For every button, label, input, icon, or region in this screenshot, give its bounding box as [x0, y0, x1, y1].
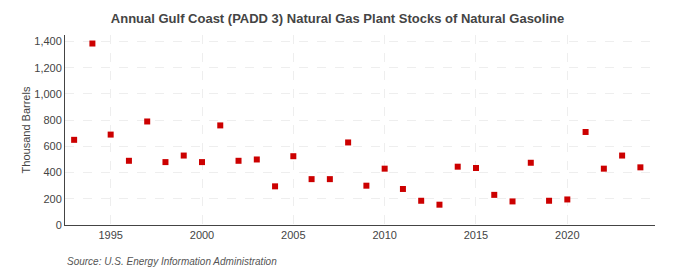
svg-text:Thousand Barrels: Thousand Barrels — [20, 86, 32, 173]
svg-text:1,200: 1,200 — [34, 62, 62, 74]
svg-text:1,400: 1,400 — [34, 35, 62, 47]
svg-text:0: 0 — [56, 219, 62, 231]
svg-text:Source: U.S. Energy Informatio: Source: U.S. Energy Information Administ… — [67, 256, 277, 267]
svg-text:2020: 2020 — [555, 229, 579, 241]
svg-text:Annual Gulf Coast (PADD 3) Nat: Annual Gulf Coast (PADD 3) Natural Gas P… — [111, 11, 564, 26]
svg-text:1,000: 1,000 — [34, 88, 62, 100]
svg-text:2005: 2005 — [281, 229, 305, 241]
svg-text:800: 800 — [43, 114, 61, 126]
svg-text:2000: 2000 — [190, 229, 214, 241]
svg-text:2010: 2010 — [372, 229, 396, 241]
svg-text:2015: 2015 — [464, 229, 488, 241]
svg-text:600: 600 — [43, 140, 61, 152]
svg-text:200: 200 — [43, 193, 61, 205]
svg-text:400: 400 — [43, 166, 61, 178]
svg-text:1995: 1995 — [98, 229, 122, 241]
